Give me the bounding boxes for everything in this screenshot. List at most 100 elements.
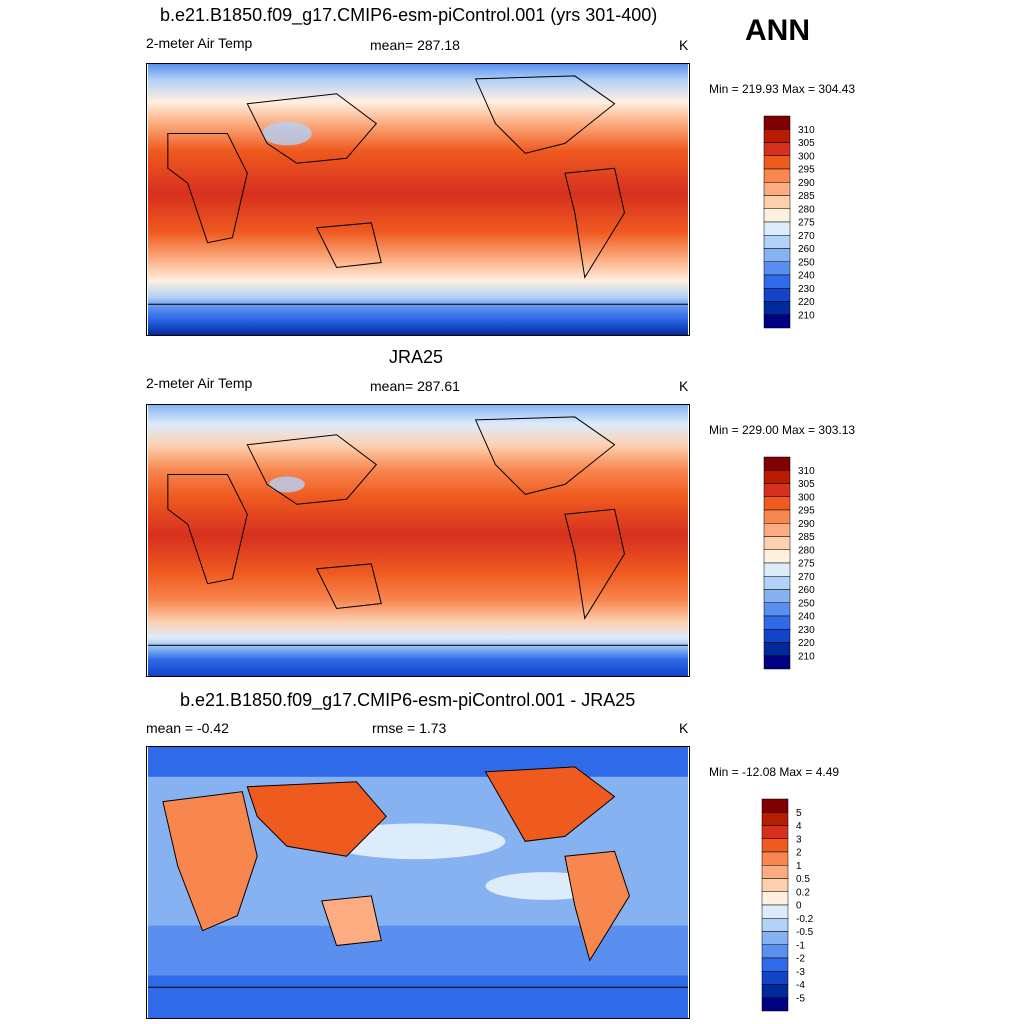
colorbar-swatch bbox=[761, 851, 789, 866]
colorbar-tick-label: -1 bbox=[796, 940, 805, 951]
colorbar-tick-label: 275 bbox=[798, 218, 815, 229]
colorbar-tick-label: -4 bbox=[796, 980, 805, 991]
colorbar-tick-label: 260 bbox=[798, 244, 815, 255]
colorbar-tick-label: 230 bbox=[798, 284, 815, 295]
colorbar-tick-label: 3 bbox=[796, 834, 802, 845]
colorbar-tick-label: 240 bbox=[798, 271, 815, 282]
colorbar-swatch bbox=[763, 602, 791, 617]
colorbar-swatch bbox=[761, 984, 789, 998]
colorbar-swatch bbox=[763, 562, 791, 577]
colorbar-tick-label: 290 bbox=[798, 178, 815, 189]
panel-1-colorbar: 310 305 300 295 290 285 280 275 270 260 250 240 230 2… bbox=[763, 115, 815, 329]
panel-2-map bbox=[146, 404, 690, 677]
colorbar-tick-label: 305 bbox=[798, 479, 815, 490]
colorbar-tick-label: 300 bbox=[798, 151, 815, 162]
colorbar-tick-label: -3 bbox=[796, 967, 805, 978]
colorbar-tick-label: -2 bbox=[796, 954, 805, 965]
colorbar-tick-label: 285 bbox=[798, 191, 815, 202]
panel-1-variable-label: 2-meter Air Temp bbox=[146, 35, 253, 51]
colorbar-tick-label: 305 bbox=[798, 138, 815, 149]
colorbar-tick-label: 0.5 bbox=[796, 874, 810, 885]
panel-1-units-label: K bbox=[679, 37, 689, 53]
colorbar-tick-label: 310 bbox=[798, 466, 815, 477]
colorbar-swatch bbox=[763, 549, 791, 564]
colorbar-tick-label: 270 bbox=[798, 231, 815, 242]
colorbar-tick-label: 295 bbox=[798, 165, 815, 176]
colorbar-swatch bbox=[763, 274, 791, 289]
colorbar-tick-label: 310 bbox=[798, 125, 815, 136]
colorbar-tick-label: 260 bbox=[798, 585, 815, 596]
colorbar-swatch bbox=[761, 825, 789, 839]
colorbar-swatch bbox=[763, 655, 791, 670]
panel-2-title: JRA25 bbox=[389, 347, 444, 367]
colorbar-tick-label: -0.5 bbox=[796, 927, 814, 938]
colorbar-swatch bbox=[763, 195, 791, 209]
colorbar-swatch bbox=[763, 496, 791, 511]
colorbar-swatch bbox=[763, 182, 791, 196]
colorbar-swatch bbox=[761, 812, 789, 826]
colorbar-swatch bbox=[763, 155, 791, 170]
panel-1-minmax: Min = 219.93 Max = 304.43 bbox=[709, 82, 856, 96]
colorbar-swatch bbox=[763, 208, 791, 223]
colorbar-swatch bbox=[763, 301, 791, 315]
colorbar-swatch bbox=[763, 168, 791, 183]
colorbar-swatch bbox=[761, 798, 789, 813]
panel-2-minmax: Min = 229.00 Max = 303.13 bbox=[709, 423, 856, 437]
colorbar-tick-label: 4 bbox=[796, 821, 802, 832]
panel-2-colorbar: 310 305 300 295 290 285 280 275 270 260 250 240 230 2… bbox=[763, 456, 815, 670]
colorbar-tick-label: 240 bbox=[798, 612, 815, 623]
colorbar-swatch bbox=[761, 971, 789, 985]
colorbar-tick-label: 280 bbox=[798, 204, 815, 215]
colorbar-tick-label: 0.2 bbox=[796, 887, 810, 898]
panel-3-title: b.e21.B1850.f09_g17.CMIP6-esm-piControl.… bbox=[180, 690, 636, 710]
panel-1-mean-label: mean= 287.18 bbox=[370, 37, 460, 53]
colorbar-tick-label: 230 bbox=[798, 625, 815, 636]
colorbar-swatch bbox=[763, 629, 791, 643]
panel-1-title: b.e21.B1850.f09_g17.CMIP6-esm-piControl.… bbox=[160, 5, 658, 25]
colorbar-tick-label: 295 bbox=[798, 506, 815, 517]
colorbar-swatch bbox=[763, 456, 791, 471]
colorbar-swatch bbox=[761, 865, 789, 879]
colorbar-swatch bbox=[761, 931, 789, 945]
panel-2-mean-label: mean= 287.61 bbox=[370, 378, 460, 394]
colorbar-tick-label: 5 bbox=[796, 808, 802, 819]
colorbar-tick-label: 285 bbox=[798, 532, 815, 543]
colorbar-swatch bbox=[763, 483, 791, 497]
colorbar-tick-label: 1 bbox=[796, 861, 802, 872]
colorbar-tick-label: 210 bbox=[798, 310, 815, 321]
colorbar-swatch bbox=[763, 142, 791, 156]
colorbar-swatch bbox=[761, 891, 789, 906]
colorbar-tick-label: 250 bbox=[798, 257, 815, 268]
colorbar-swatch bbox=[763, 261, 791, 276]
colorbar-swatch bbox=[761, 944, 789, 959]
colorbar-swatch bbox=[763, 314, 791, 329]
colorbar-tick-label: 210 bbox=[798, 651, 815, 662]
colorbar-tick-label: 300 bbox=[798, 492, 815, 503]
panel-3-rmse-label: rmse = 1.73 bbox=[372, 720, 447, 736]
colorbar-tick-label: -5 bbox=[796, 993, 805, 1004]
colorbar-tick-label: 250 bbox=[798, 598, 815, 609]
colorbar-swatch bbox=[761, 838, 789, 853]
colorbar-swatch bbox=[763, 115, 791, 130]
colorbar-swatch bbox=[761, 878, 789, 892]
colorbar-swatch bbox=[763, 642, 791, 656]
panel-2-units-label: K bbox=[679, 378, 689, 394]
colorbar-swatch bbox=[761, 957, 789, 972]
colorbar-swatch bbox=[763, 248, 791, 262]
colorbar-swatch bbox=[763, 509, 791, 524]
colorbar-tick-label: 280 bbox=[798, 545, 815, 556]
colorbar-tick-label: 220 bbox=[798, 638, 815, 649]
panel-2-variable-label: 2-meter Air Temp bbox=[146, 375, 253, 391]
colorbar-swatch bbox=[763, 221, 791, 236]
panel-3-mean-label: mean = -0.42 bbox=[146, 720, 229, 736]
colorbar-swatch bbox=[761, 904, 789, 919]
colorbar-swatch bbox=[763, 615, 791, 630]
colorbar-swatch bbox=[763, 523, 791, 537]
season-label: ANN bbox=[745, 14, 810, 47]
colorbar-swatch bbox=[763, 288, 791, 302]
colorbar-swatch bbox=[763, 576, 791, 590]
colorbar-swatch bbox=[761, 918, 789, 932]
colorbar-tick-label: 270 bbox=[798, 572, 815, 583]
colorbar-tick-label: 290 bbox=[798, 519, 815, 530]
colorbar-tick-label: 0 bbox=[796, 901, 802, 912]
